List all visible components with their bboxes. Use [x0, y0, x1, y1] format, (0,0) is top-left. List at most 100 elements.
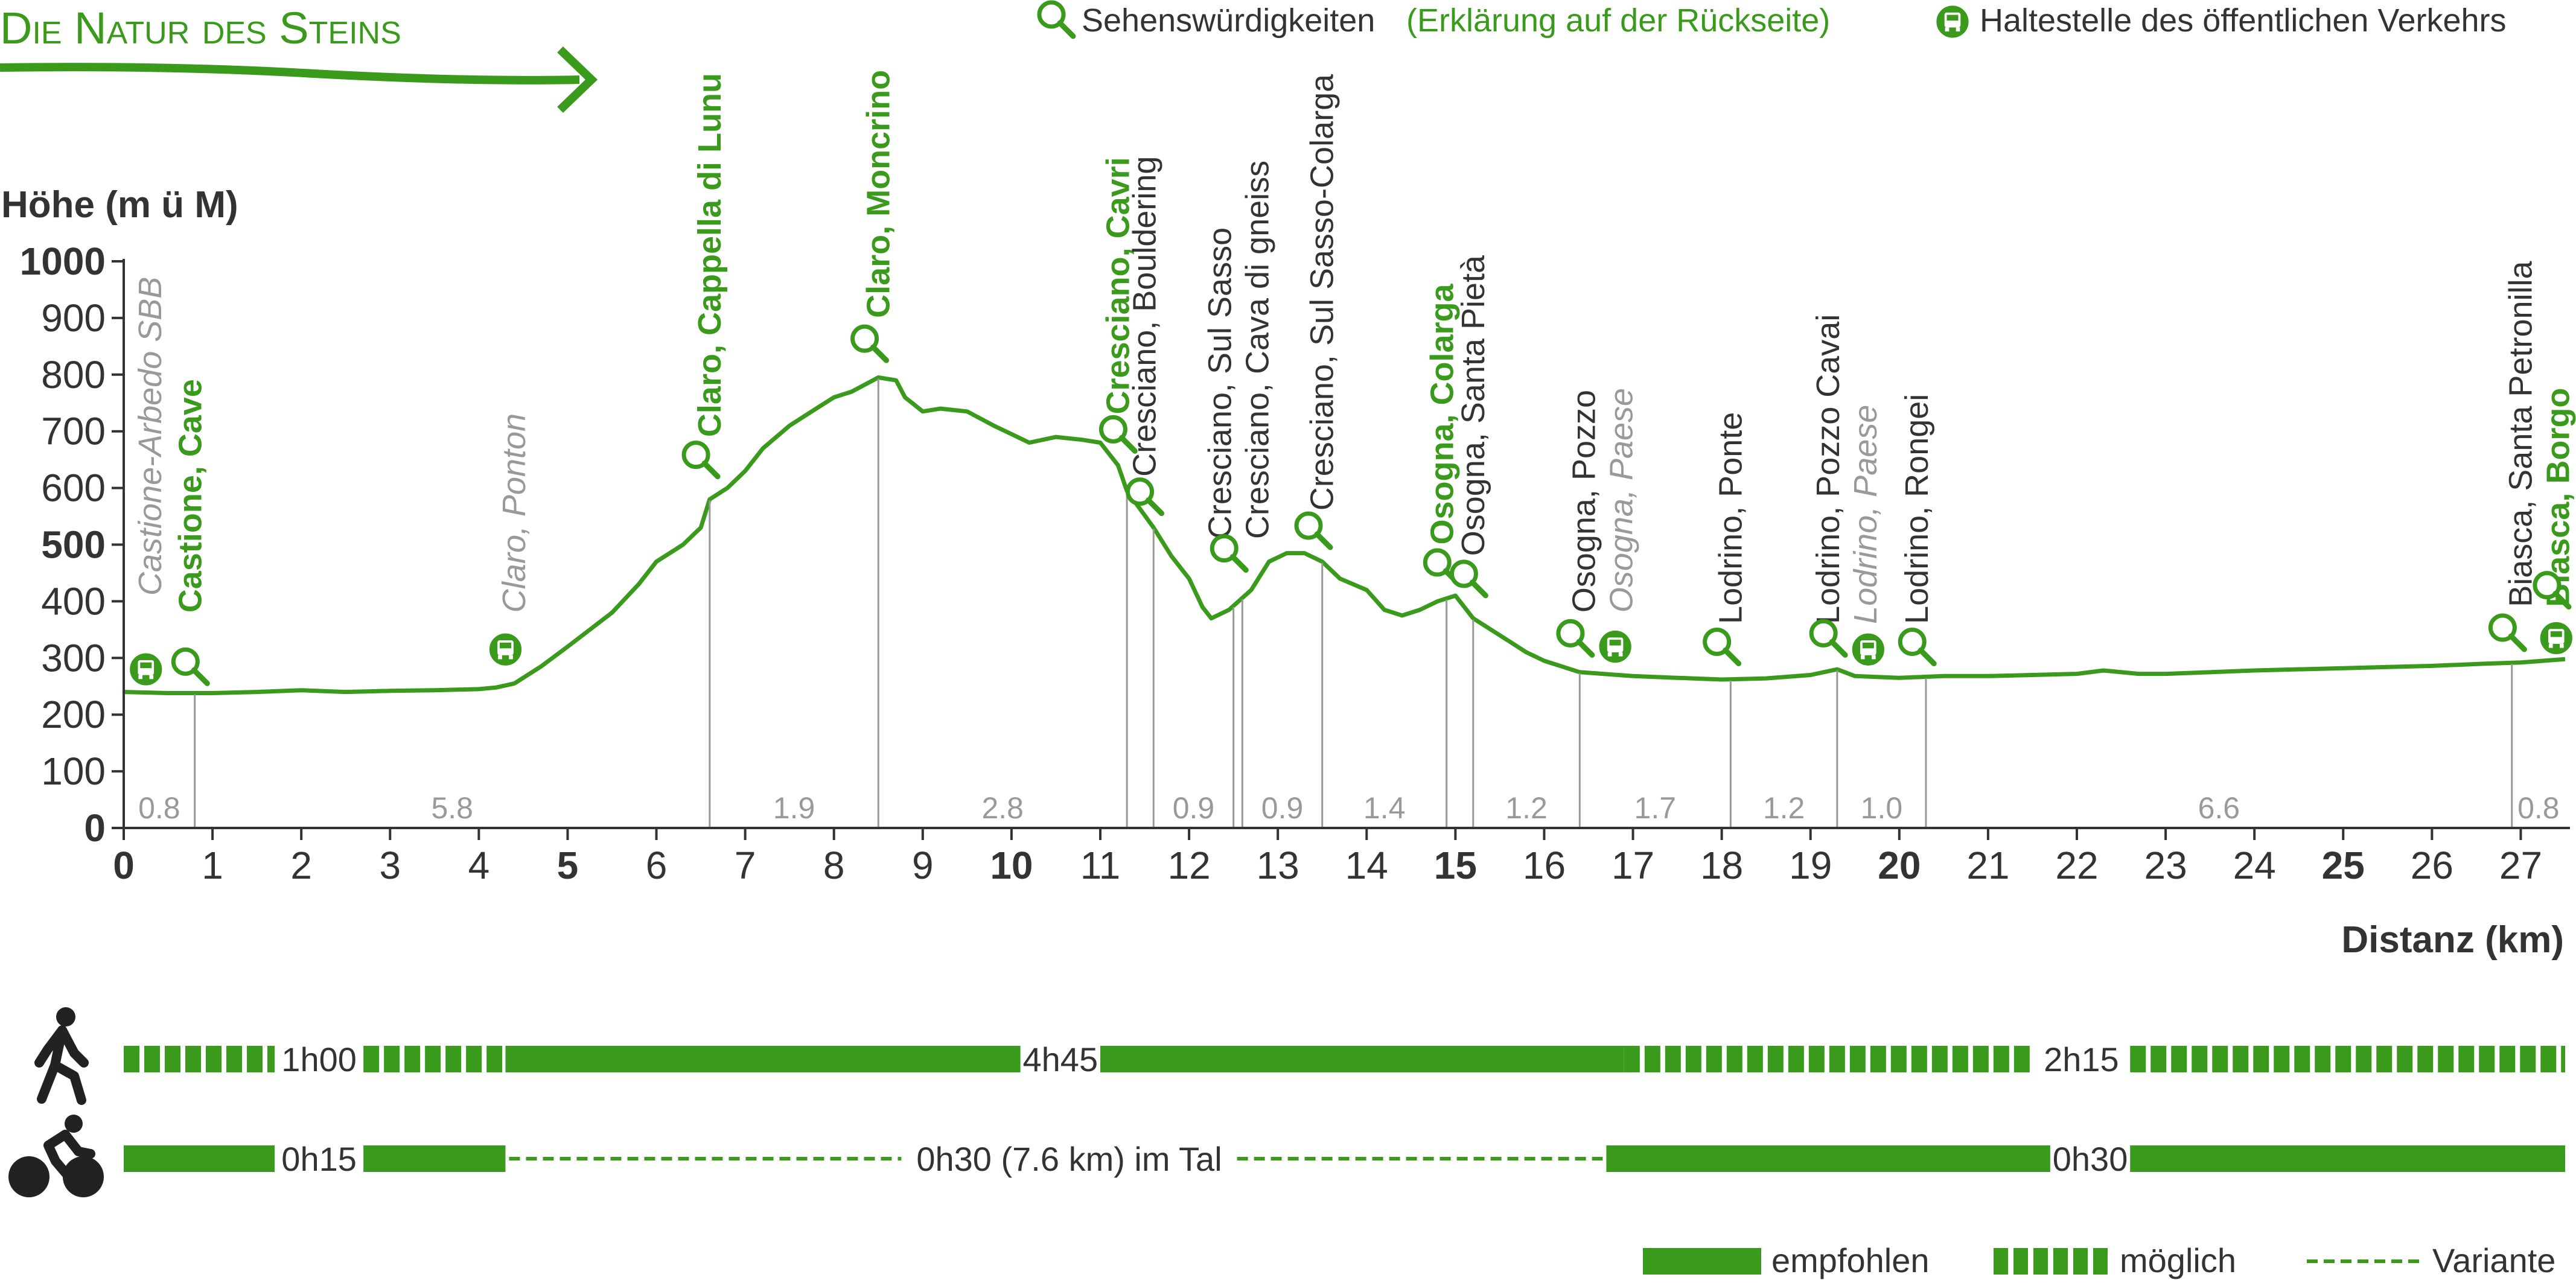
magnifier-lens — [1703, 628, 1732, 657]
bar-possible-dash — [226, 1046, 242, 1072]
y-tick-label: 300 — [41, 636, 106, 680]
bar-possible-dash — [2356, 1046, 2372, 1072]
magnifier-lens — [1037, 0, 1066, 29]
magnifier-lens — [1423, 548, 1452, 577]
magnifier-lens — [1294, 511, 1323, 540]
bar-possible-dash — [2013, 1046, 2030, 1072]
magnifier-icon — [1703, 628, 1742, 667]
bar-possible-dash — [2438, 1046, 2454, 1072]
x-tick-label: 7 — [735, 844, 756, 887]
x-tick-label: 16 — [1523, 844, 1566, 887]
place-label: Lodrino, Rongei — [1899, 394, 1935, 624]
x-tick-label: 25 — [2322, 844, 2365, 887]
cyclist-body — [43, 1130, 95, 1182]
bar-possible-dash — [267, 1046, 275, 1072]
bar-possible-dash — [2192, 1046, 2208, 1072]
x-tick-label: 18 — [1700, 844, 1743, 887]
bus-stop-icon — [487, 631, 524, 668]
x-tick-label: 10 — [990, 844, 1033, 887]
place-label: Castione-Arbedo SBB — [132, 277, 168, 596]
bar-possible-dash — [2479, 1046, 2495, 1072]
bar-possible-dash — [2499, 1046, 2516, 1072]
x-tick-label: 24 — [2233, 844, 2276, 887]
magnifier-handle — [1314, 531, 1333, 550]
legend-variant-label: Variante — [2432, 1241, 2555, 1279]
legend-stop — [1934, 3, 1971, 40]
legend-poi-note: (Erklärung auf der Rückseite) — [1406, 2, 1830, 39]
magnifier-handle — [870, 344, 890, 363]
bar-possible-dash — [1829, 1046, 1845, 1072]
bar-possible-dash — [2335, 1046, 2351, 1072]
place-label: Cresciano, Cava di gneiss — [1240, 161, 1276, 539]
place-label: Osogna, Santa Pietà — [1455, 255, 1491, 556]
bar-possible-dash — [2294, 1046, 2310, 1072]
bus-stop-icon — [1934, 3, 1971, 40]
bar-recommended — [124, 1145, 275, 1172]
bar-possible-dash — [1993, 1046, 2009, 1072]
travel-time-label: 0h15 — [281, 1140, 357, 1178]
bus-stop-icon — [1849, 631, 1887, 668]
bus-wheel — [1860, 655, 1865, 660]
x-tick-label: 13 — [1257, 844, 1299, 887]
x-tick-label: 11 — [1080, 844, 1120, 887]
magnifier-icon — [1098, 415, 1138, 454]
magnifier-handle — [1469, 579, 1488, 599]
magnifier-handle — [1146, 497, 1165, 517]
bar-possible-dash — [2274, 1046, 2290, 1072]
bar-possible-dash — [2520, 1046, 2536, 1072]
bar-possible-dash — [1747, 1046, 1763, 1072]
place-label: Claro, Cappella di Lunu — [692, 73, 728, 437]
segment-distance-label: 0.9 — [1261, 791, 1304, 825]
legend-possible-swatch — [1994, 1248, 2008, 1275]
bar-possible-dash — [1788, 1046, 1804, 1072]
place-label: Biasca, Santa Petronilla — [2502, 260, 2539, 606]
magnifier-icon — [681, 441, 721, 480]
bar-possible-dash — [1644, 1046, 1660, 1072]
place-label: Cresciano, Cavri — [1100, 157, 1136, 414]
line-style-legend: empfohlen möglich Variante — [1643, 1241, 2555, 1279]
bar-possible-dash — [2130, 1046, 2146, 1072]
bar-possible-dash — [1726, 1046, 1742, 1072]
magnifier-lens — [681, 441, 710, 470]
bar-possible-dash — [144, 1046, 160, 1072]
place-label: Castione, Cave — [172, 379, 208, 613]
y-tick-label: 0 — [84, 806, 106, 850]
magnifier-icon — [2533, 571, 2572, 610]
legend-possible-swatch — [2073, 1248, 2088, 1275]
magnifier-handle — [701, 460, 721, 480]
legend-recommended-swatch — [1643, 1248, 1761, 1275]
legend-possible-swatch — [2093, 1248, 2108, 1275]
legend-possible-swatch — [2033, 1248, 2048, 1275]
y-tick-label: 400 — [41, 579, 106, 623]
bar-possible-dash — [247, 1046, 263, 1072]
page-title: Die Natur des Steins — [0, 3, 401, 53]
magnifier-lens — [1210, 534, 1239, 563]
bus-wheel — [1956, 27, 1960, 32]
bus-window — [1946, 14, 1959, 21]
magnifier-lens — [850, 324, 879, 353]
bar-possible-dash — [466, 1046, 482, 1072]
bar-recommended — [1100, 1046, 1624, 1072]
travel-time-label: 1h00 — [281, 1040, 357, 1078]
x-tick-label: 8 — [823, 844, 845, 887]
x-tick-label: 26 — [2411, 844, 2453, 887]
y-axis-title: Höhe (m ü M) — [1, 184, 238, 226]
x-tick-label: 0 — [113, 844, 135, 887]
magnifier-icon — [1210, 534, 1249, 573]
y-tick-label: 1000 — [20, 240, 106, 283]
x-tick-label: 12 — [1167, 844, 1210, 887]
place-label: Cresciano, Sul Sasso — [1202, 228, 1239, 539]
x-tick-label: 1 — [202, 844, 223, 887]
x-tick-label: 3 — [379, 844, 401, 887]
bar-possible-dash — [124, 1046, 139, 1072]
bus-wheel — [2559, 643, 2564, 648]
segment-distance-label: 2.8 — [981, 791, 1024, 825]
bar-possible-dash — [363, 1046, 380, 1072]
segment-distance-label: 5.8 — [431, 791, 473, 825]
magnifier-handle — [1576, 638, 1595, 658]
bar-possible-dash — [2212, 1046, 2228, 1072]
travel-time-label: 0h30 (7.6 km) im Tal — [916, 1140, 1222, 1178]
bar-possible-dash — [404, 1046, 421, 1072]
magnifier-lens — [1556, 619, 1585, 648]
